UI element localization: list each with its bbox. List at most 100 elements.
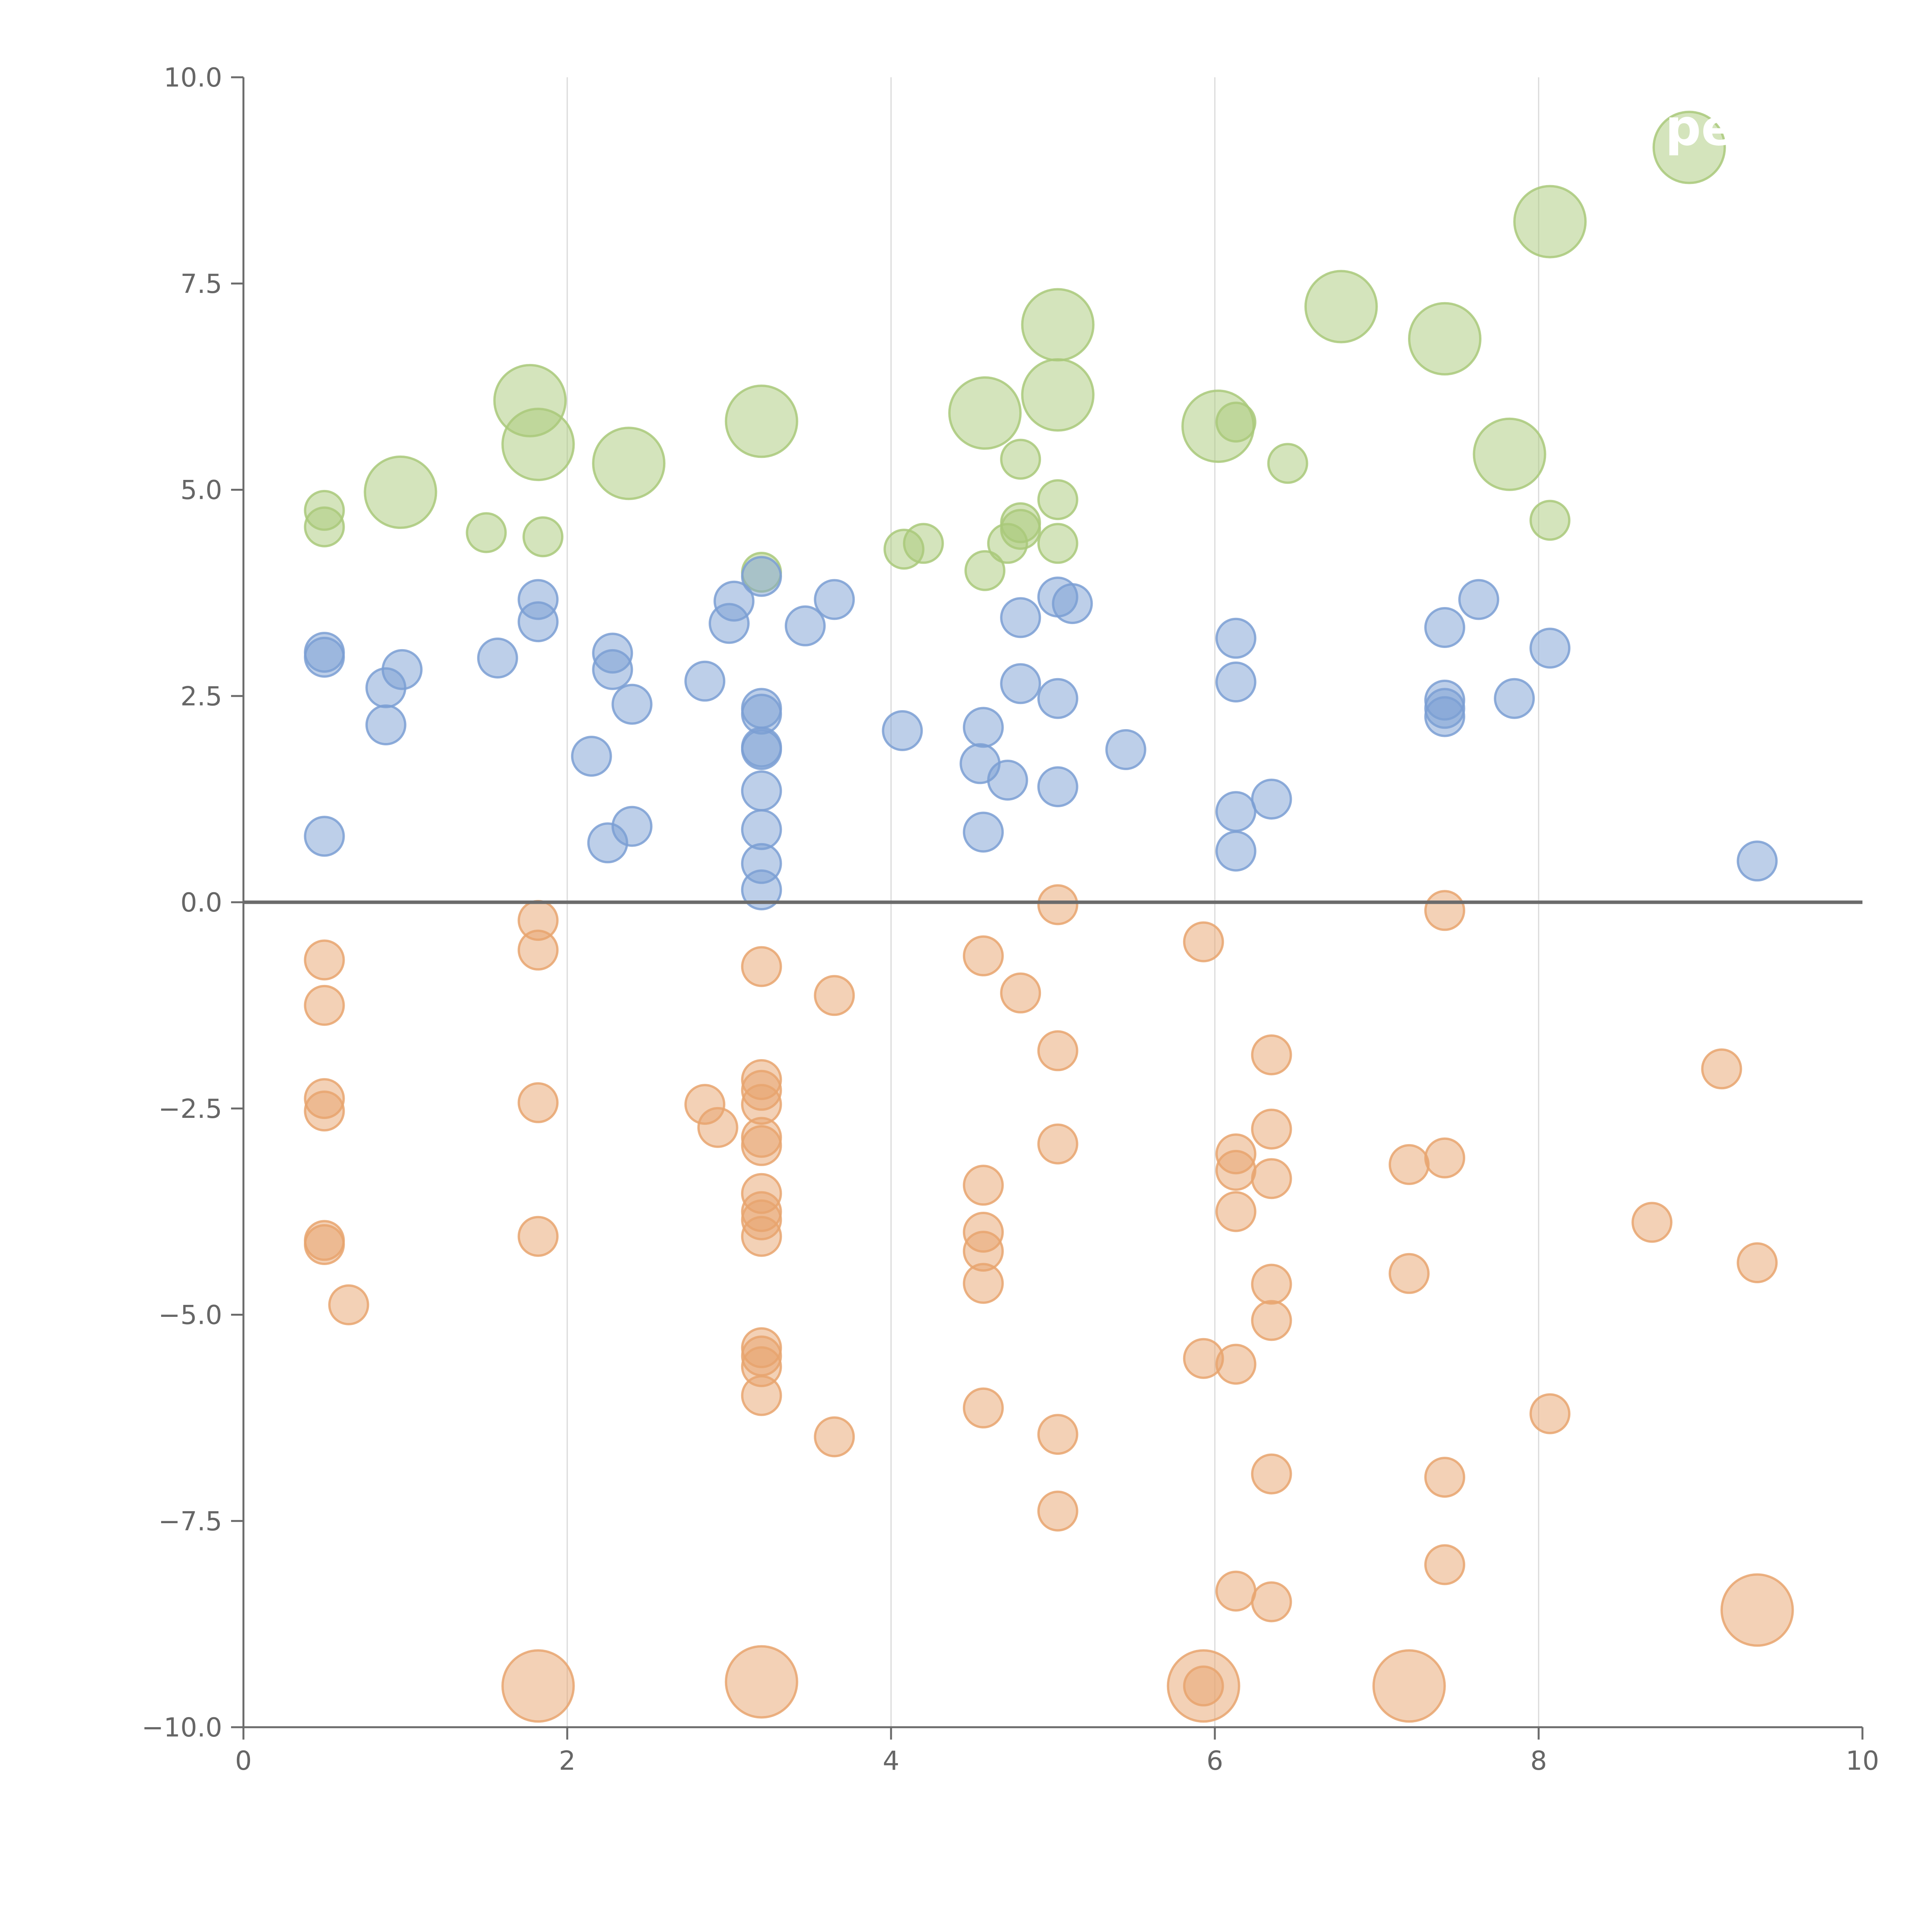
orange-point-38 (1037, 1123, 1078, 1165)
blue-point-38 (1037, 766, 1078, 808)
y-tick-label: −2.5 (158, 1094, 222, 1124)
green-point-2 (466, 512, 507, 553)
blue-point-5 (381, 649, 423, 690)
green-point-27 (1408, 302, 1481, 376)
green-point-21 (724, 384, 798, 458)
blue-point-13 (611, 684, 653, 725)
orange-point-55 (1251, 1581, 1292, 1622)
y-tick-label: −10.0 (142, 1713, 222, 1743)
orange-point-50 (1251, 1109, 1292, 1150)
blue-point-49 (1424, 696, 1465, 737)
blue-point-26 (741, 869, 782, 910)
blue-point-27 (784, 605, 826, 646)
green-point-14 (1267, 443, 1308, 484)
orange-point-13 (741, 946, 782, 987)
x-tick-label: 2 (559, 1746, 575, 1776)
orange-point-41 (1183, 921, 1224, 963)
orange-point-54 (1251, 1453, 1292, 1495)
blue-point-42 (1215, 662, 1257, 702)
blue-point-4 (365, 704, 406, 745)
orange-point-5 (304, 1224, 345, 1265)
blue-point-15 (684, 660, 726, 702)
blue-point-35 (1000, 663, 1041, 704)
green-point-15 (1529, 500, 1571, 541)
blue-point-40 (1105, 729, 1146, 770)
orange-point-1 (304, 985, 345, 1026)
green-point-12 (1037, 523, 1078, 564)
orange-point-27 (814, 975, 855, 1016)
green-point-19 (501, 408, 575, 481)
y-tick-label: −5.0 (158, 1300, 222, 1331)
y-axis-ticks: −10.0 −7.5 −5.0 −2.5 0.0 2.5 5.0 7.5 10.0 (142, 63, 243, 1743)
x-tick-label: 6 (1206, 1746, 1223, 1776)
x-tick-label: 0 (235, 1746, 252, 1776)
orange-point-64 (1701, 1048, 1742, 1090)
orange-point-3 (304, 1090, 345, 1132)
orange-point-12 (697, 1107, 738, 1148)
orange-point-30 (963, 1165, 1004, 1206)
blue-point-6 (477, 638, 518, 679)
blue-point-12 (592, 649, 633, 690)
orange-point-61 (1424, 1544, 1465, 1585)
orange-point-28 (814, 1416, 855, 1458)
orange-point-51 (1251, 1158, 1292, 1199)
blue-point-41 (1215, 617, 1257, 659)
green-point-23 (1021, 288, 1095, 362)
blue-point-29 (882, 710, 923, 751)
green-point-22 (948, 376, 1022, 450)
blue-point-2 (304, 816, 345, 857)
blue-point-22 (741, 729, 782, 770)
orange-point-0 (304, 939, 345, 981)
orange-point-33 (963, 1263, 1004, 1304)
blue-point-9 (571, 736, 612, 777)
blue-point-18 (741, 556, 782, 597)
green-point-26 (1304, 270, 1378, 344)
blue-point-43 (1215, 791, 1257, 832)
orange-point-8 (517, 929, 559, 971)
blue-point-50 (1458, 579, 1499, 620)
orange-point-57 (1388, 1253, 1430, 1294)
orange-point-9 (517, 1082, 559, 1123)
green-point-24 (1021, 358, 1095, 432)
blue-point-46 (1424, 607, 1465, 648)
orange-point-52 (1251, 1264, 1292, 1305)
y-tick-label: 10.0 (164, 63, 222, 93)
blue-point-14 (611, 806, 653, 847)
orange-point-29 (963, 935, 1004, 976)
orange-point-62 (1529, 1393, 1571, 1434)
orange-point-47 (1215, 1344, 1257, 1385)
green-point-20 (592, 427, 666, 500)
orange-point-34 (963, 1387, 1004, 1429)
orange-point-59 (1424, 1137, 1465, 1179)
green-point-17 (364, 455, 437, 529)
blue-point-23 (741, 770, 782, 811)
green-point-11 (1037, 479, 1078, 520)
orange-point-35 (1000, 972, 1041, 1014)
blue-point-45 (1251, 779, 1292, 820)
green-point-10 (1000, 439, 1041, 480)
x-tick-label: 8 (1530, 1746, 1547, 1776)
orange-point-10 (517, 1216, 559, 1257)
x-tick-label: 10 (1846, 1746, 1879, 1776)
y-tick-label: 7.5 (180, 269, 222, 299)
y-tick-label: 5.0 (180, 475, 222, 506)
x-axis-ticks: 0 2 4 6 8 10 (235, 1727, 1879, 1776)
blue-point-17 (713, 580, 755, 622)
orange-point-48 (1215, 1570, 1257, 1612)
orange-point-70 (1720, 1573, 1794, 1647)
orange-point-45 (1215, 1150, 1257, 1191)
orange-point-49 (1251, 1034, 1292, 1075)
orange-point-37 (1037, 1030, 1078, 1071)
orange-point-40 (1037, 1490, 1078, 1532)
blue-point-1 (304, 636, 345, 678)
orange-point-58 (1424, 890, 1465, 931)
green-point-6 (964, 550, 1005, 591)
orange-point-18 (741, 1125, 782, 1166)
blue-point-39 (1052, 583, 1093, 624)
orange-point-39 (1037, 1414, 1078, 1455)
orange-point-36 (1037, 884, 1078, 925)
orange-point-53 (1251, 1300, 1292, 1341)
blue-point-52 (1529, 628, 1571, 669)
corner-label: pe (1665, 98, 1735, 157)
orange-point-63 (1631, 1202, 1673, 1243)
